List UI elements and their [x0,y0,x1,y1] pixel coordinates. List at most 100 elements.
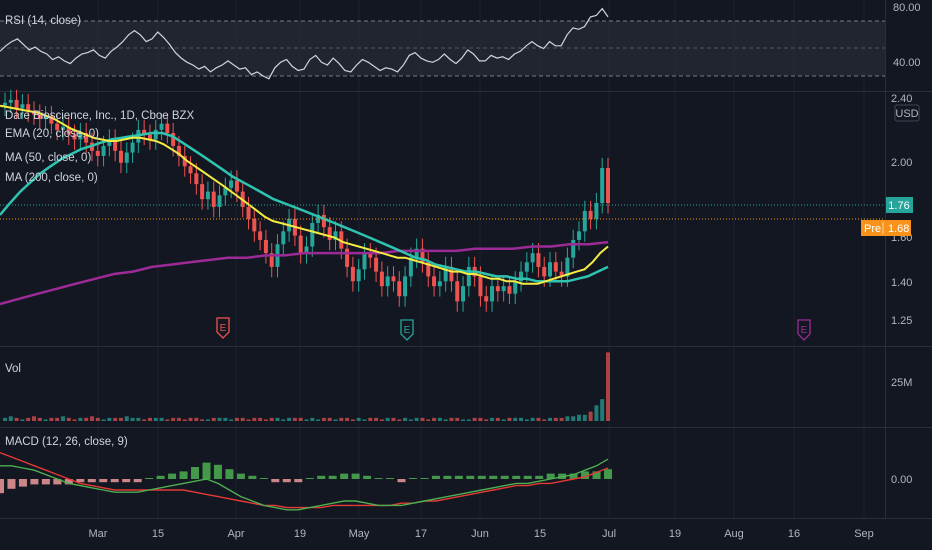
candle-body [379,271,384,287]
volume-bar [275,417,280,421]
candle-body [66,126,71,135]
volume-panel: Vol 25M [3,352,912,421]
macd-histogram-bar [477,475,486,479]
volume-bar [472,417,477,421]
macd-histogram-bar [443,475,452,479]
volume-tick-25m: 25M [891,377,912,389]
candle-body [194,173,199,185]
candle-body [37,114,42,120]
macd-histogram-bar [500,475,509,479]
macd-histogram-bar [351,473,360,479]
earnings-marker-2[interactable]: E [400,319,414,341]
candle-body [101,145,106,156]
volume-bar [298,417,303,421]
candle-body [130,142,135,153]
earnings-marker-3[interactable]: E [797,319,811,341]
candle-body [258,231,263,240]
earnings-label: E [220,323,227,334]
rsi-title: RSI (14, close) [5,15,81,27]
volume-bar [14,417,19,421]
volume-bar [379,419,384,421]
macd-histogram-bar [236,473,245,479]
macd-histogram-bar [569,473,578,479]
volume-bar [118,417,123,421]
rsi-panel: RSI (14, close) 80.00 40.00 [0,2,921,80]
candle-body [43,116,48,120]
candle-body [356,269,361,282]
volume-bar [258,417,263,421]
volume-bar [95,417,100,421]
volume-bar [107,417,112,421]
macd-histogram-bar [133,479,142,483]
volume-bar [89,416,94,421]
volume-bar [234,417,239,421]
candle-body [281,231,286,245]
macd-histogram-bar [454,475,463,479]
volume-bar [147,417,152,421]
volume-bar [142,419,147,421]
candle-body [600,167,605,204]
volume-bar [461,419,466,421]
volume-bar [223,417,228,421]
macd-histogram-bar [431,475,440,479]
candle-body [147,134,152,140]
volume-bar [455,417,460,421]
candle-body [565,257,570,277]
macd-panel: MACD (12, 26, close, 9) 0.00 [0,436,912,511]
volume-bar [432,417,437,421]
candle-body [397,281,402,297]
candle-body [223,187,228,196]
volume-bar [159,417,164,421]
volume-bar [559,417,564,421]
volume-bar [84,417,89,421]
candle-body [78,133,83,140]
candle-body [368,253,373,258]
candle-body [571,239,576,258]
candle-body [385,276,390,287]
volume-bar [362,419,367,421]
ema20-line [0,104,609,285]
candle-body [495,286,500,292]
volume-bar [3,417,7,421]
volume-bar [501,419,506,421]
macd-histogram-bar [604,469,612,479]
ma50-legend: MA (50, close, 0) [5,152,91,164]
candle-body [20,104,25,109]
pre-label: Pre [864,223,881,235]
candle-body [72,134,77,140]
volume-bar [292,417,297,421]
volume-bar [246,419,251,421]
macd-histogram-bar [0,479,4,494]
candle-body [530,253,535,263]
volume-bar [165,419,170,421]
volume-bar [437,417,442,421]
macd-histogram-bar [122,479,131,483]
volume-bar [55,417,60,421]
candle-body [200,184,205,200]
candle-body [217,195,222,207]
volume-bar [240,417,245,421]
panel-separators [0,0,932,519]
macd-histogram-bar [294,479,303,483]
currency-label[interactable]: USD [894,104,920,122]
macd-histogram-bar [191,467,200,479]
macd-histogram-bar [248,475,257,479]
volume-bar [200,419,205,421]
x-label-sep: Sep [854,528,874,540]
volume-bar [281,419,286,421]
candle-body [14,99,19,109]
candle-body [171,133,176,146]
candle-body [594,203,599,219]
macd-histogram-bar [41,479,50,485]
earnings-marker-1[interactable]: E [216,317,230,339]
volume-bar [356,417,361,421]
volume-bar [548,417,553,421]
macd-histogram-bar [271,479,280,483]
macd-histogram-bar [225,469,234,479]
candle-body [484,296,489,302]
volume-bar [8,416,13,421]
pre-price-value: 1.68 [888,223,909,235]
earnings-label: E [404,325,411,336]
volume-bar [577,414,582,421]
